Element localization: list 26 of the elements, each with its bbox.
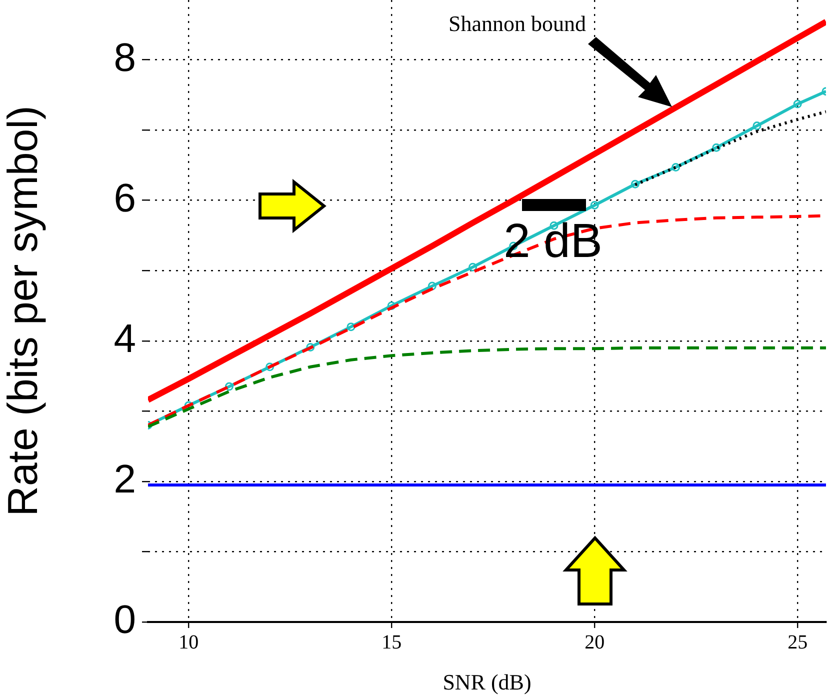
point bbox=[468, 262, 478, 272]
point bbox=[224, 382, 234, 391]
y-tick-label: 6 bbox=[114, 176, 136, 220]
point bbox=[752, 122, 762, 130]
x-tick-label: 25 bbox=[788, 631, 808, 654]
y-tick-label: 0 bbox=[114, 598, 136, 642]
annotation: Shannon bound bbox=[448, 10, 586, 36]
point bbox=[428, 282, 436, 290]
x-tick-label: 20 bbox=[584, 631, 605, 654]
point bbox=[346, 322, 356, 332]
point bbox=[266, 362, 274, 372]
y-axis-title: Rate (bits per symbol) bbox=[0, 106, 46, 516]
point bbox=[630, 180, 640, 188]
point bbox=[672, 163, 680, 172]
point bbox=[387, 301, 396, 310]
point bbox=[712, 143, 721, 152]
y-tick-label: 8 bbox=[114, 36, 136, 80]
x-tick-label: 15 bbox=[382, 631, 402, 654]
point bbox=[306, 342, 315, 352]
y-tick-label: 4 bbox=[114, 316, 136, 361]
x-axis-title: SNR (dB) bbox=[442, 670, 532, 695]
y-tick-label: 2 bbox=[114, 457, 136, 502]
point bbox=[590, 200, 599, 210]
x-tick-label: 10 bbox=[178, 631, 199, 654]
line-series bbox=[148, 346, 826, 428]
point bbox=[793, 100, 802, 108]
